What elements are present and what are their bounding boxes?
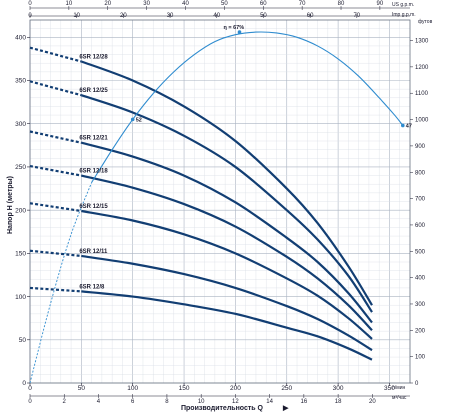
efficiency-label-2: 47 <box>406 123 412 129</box>
y-tick-label: 250 <box>15 164 26 171</box>
x-tick-label: 50 <box>78 385 86 392</box>
series-line-3 <box>81 174 373 332</box>
series-label-0: 6SR 12/28 <box>79 54 108 60</box>
feet-tick-label: 200 <box>415 328 426 334</box>
m3h-tick-label: 16 <box>301 399 308 405</box>
feet-tick-label: 400 <box>415 276 426 282</box>
series-label-1: 6SR 12/25 <box>79 88 108 94</box>
pump-curves <box>29 46 373 361</box>
feet-tick-label: 1300 <box>415 39 429 45</box>
series-line-6 <box>81 290 373 361</box>
us-gpm-tick-label: 40 <box>182 1 189 7</box>
x-tick-label: 150 <box>179 385 190 392</box>
y-tick-label: 100 <box>15 294 26 301</box>
series-label-3: 6SR 12/18 <box>79 169 108 175</box>
feet-tick-label: 1000 <box>415 118 429 124</box>
efficiency-curve: η = 67% 52 47 <box>29 25 412 384</box>
series-label-6: 6SR 12/8 <box>79 284 105 290</box>
series-dashed-0 <box>29 46 82 63</box>
us-gpm-tick-label: 20 <box>104 1 111 7</box>
us-gpm-tick-label: 90 <box>377 1 384 7</box>
series-label-2: 6SR 12/21 <box>79 136 108 142</box>
us-gpm-tick-label: 10 <box>66 1 73 7</box>
feet-tick-label: 1100 <box>415 91 429 97</box>
feet-tick-label: 0 <box>415 381 419 387</box>
x-tick-label: 100 <box>127 385 138 392</box>
m3h-tick-label: 0 <box>28 399 32 405</box>
y-tick-label: 400 <box>15 34 26 41</box>
m3h-tick-label: 10 <box>198 399 205 405</box>
feet-tick-label: 100 <box>415 355 426 361</box>
m3h-tick-label: 2 <box>63 399 67 405</box>
x-axis-arrow: ▶ <box>282 405 289 412</box>
feet-tick-label: 1200 <box>415 65 429 71</box>
m3h-tick-label: 4 <box>97 399 101 405</box>
us-gpm-tick-label: 70 <box>299 1 306 7</box>
m3h-tick-label: 18 <box>335 399 342 405</box>
x-axis-label: Производительность Q <box>181 405 264 412</box>
x-tick-label: 0 <box>28 385 32 392</box>
y-tick-label: 200 <box>15 207 26 214</box>
us-gpm-tick-label: 80 <box>338 1 345 7</box>
m3h-unit-label: м³/час <box>392 395 407 401</box>
y-tick-label: 350 <box>15 78 26 85</box>
efficiency-point-0 <box>237 30 242 34</box>
curve-labels: 6SR 12/28 6SR 12/25 6SR 12/21 6SR 12/18 6SR … <box>79 54 108 290</box>
series-line-1 <box>80 94 373 313</box>
feet-tick-label: 700 <box>415 197 426 203</box>
x-tick-label: 250 <box>281 385 292 392</box>
m3h-tick-label: 14 <box>266 399 273 405</box>
us-gpm-tick-label: 30 <box>143 1 150 7</box>
us-gpm-tick-label: 60 <box>260 1 267 7</box>
efficiency-label-1: 52 <box>136 117 142 123</box>
m3h-tick-label: 6 <box>131 399 135 405</box>
efficiency-line <box>91 31 404 183</box>
plot-frame <box>29 19 411 384</box>
feet-tick-label: 900 <box>415 144 426 150</box>
x-tick-label: 300 <box>333 385 344 392</box>
m3h-tick-label: 20 <box>369 399 376 405</box>
efficiency-label-0: η = 67% <box>224 25 245 31</box>
series-dashed-4 <box>29 202 82 213</box>
feet-tick-label: 500 <box>415 249 426 255</box>
series-line-0 <box>80 60 373 306</box>
feet-tick-label: 600 <box>415 223 426 229</box>
us-gpm-tick-label: 50 <box>221 1 228 7</box>
series-label-4: 6SR 12/15 <box>79 204 108 210</box>
x-tick-label: 200 <box>230 385 241 392</box>
feet-tick-label: 300 <box>415 302 426 308</box>
m3h-tick-label: 12 <box>232 399 239 405</box>
efficiency-point-2 <box>401 123 405 128</box>
x-tick-label: 350 <box>384 385 395 392</box>
feet-tick-label: 800 <box>415 170 426 176</box>
us-gpm-unit-label: US g.p.m. <box>392 2 414 8</box>
efficiency-point-1 <box>130 117 135 122</box>
feet-unit-label: футов <box>418 19 433 25</box>
series-line-2 <box>81 141 373 324</box>
y-tick-label: 0 <box>22 380 26 387</box>
y-tick-label: 150 <box>15 251 26 258</box>
m3h-tick-label: 8 <box>165 399 169 405</box>
series-dashed-1 <box>29 80 82 97</box>
y-axis-label: Напор H (метры) <box>7 176 14 234</box>
imp-gpm-unit-label: Imp g.p.m. <box>392 12 416 18</box>
grid <box>29 19 411 384</box>
axes: 0 50 100 150 200 250 300 3500501001502002503003… <box>15 1 429 405</box>
series-dashed-2 <box>29 130 82 144</box>
series-dashed-3 <box>29 164 82 177</box>
series-dashed-6 <box>29 286 82 293</box>
series-line-4 <box>81 209 373 340</box>
series-dashed-5 <box>29 249 82 258</box>
y-tick-label: 300 <box>15 121 26 128</box>
series-line-5 <box>81 254 373 352</box>
x-unit-label: л/мин <box>392 385 406 391</box>
us-gpm-tick-label: 0 <box>28 1 32 7</box>
y-tick-label: 50 <box>19 337 27 344</box>
series-label-5: 6SR 12/11 <box>79 249 108 255</box>
